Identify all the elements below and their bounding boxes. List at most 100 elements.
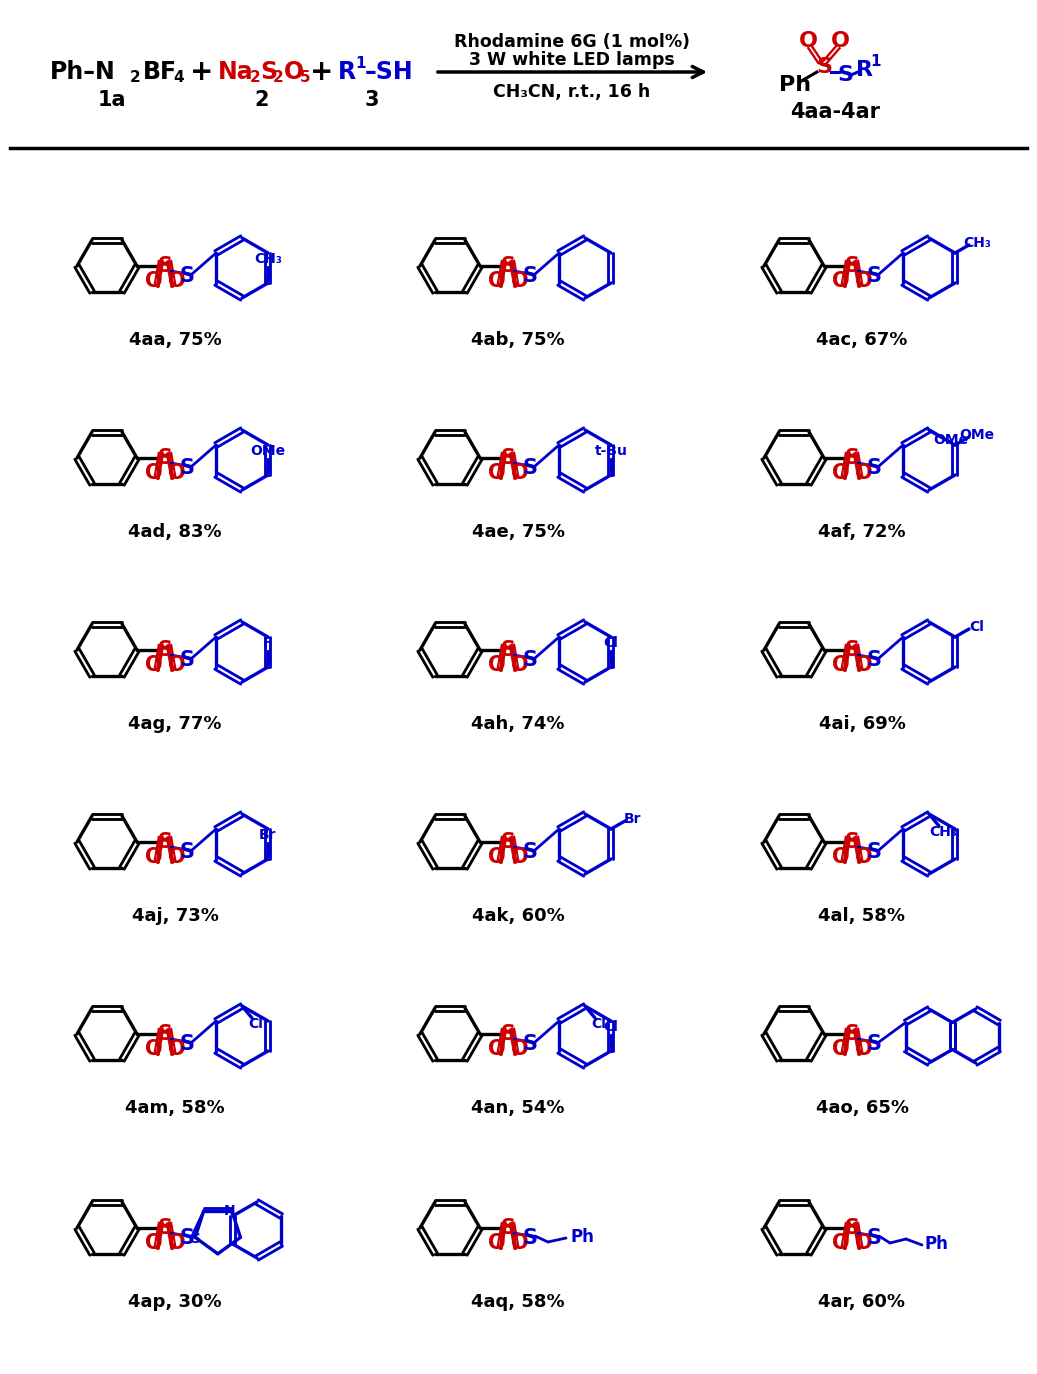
Text: S: S: [844, 640, 860, 660]
Text: S: S: [844, 256, 860, 276]
Text: 4aa-4ar: 4aa-4ar: [790, 102, 880, 122]
Text: S: S: [523, 842, 537, 861]
Text: S: S: [179, 267, 195, 286]
Text: OMe: OMe: [933, 433, 969, 447]
Text: S: S: [867, 1035, 881, 1054]
Text: O: O: [145, 272, 163, 291]
Text: Ph: Ph: [779, 76, 811, 95]
Text: 3 W white LED lamps: 3 W white LED lamps: [469, 51, 675, 69]
Text: CH₃: CH₃: [929, 824, 957, 840]
Text: Cl: Cl: [249, 1017, 263, 1030]
Text: CH₃: CH₃: [963, 236, 991, 250]
Text: Rhodamine 6G (1 mol%): Rhodamine 6G (1 mol%): [454, 33, 690, 51]
Text: S: S: [179, 458, 195, 478]
Text: 1a: 1a: [97, 91, 127, 110]
Text: Cl: Cl: [604, 1020, 618, 1035]
Text: 4ag, 77%: 4ag, 77%: [129, 714, 222, 732]
Text: O: O: [168, 1234, 186, 1253]
Text: O: O: [145, 463, 163, 484]
Text: Br: Br: [259, 829, 277, 842]
Text: S: S: [501, 1217, 515, 1238]
Text: O: O: [854, 272, 872, 291]
Text: 4ac, 67%: 4ac, 67%: [816, 331, 907, 349]
Text: S: S: [158, 1024, 172, 1044]
Text: S: S: [867, 267, 881, 286]
Text: Cl: Cl: [591, 1017, 607, 1030]
Text: 2: 2: [130, 70, 141, 85]
Text: O: O: [510, 1039, 528, 1059]
Text: O: O: [832, 848, 849, 867]
Text: 4ap, 30%: 4ap, 30%: [129, 1293, 222, 1311]
Text: 4af, 72%: 4af, 72%: [818, 523, 905, 541]
Text: O: O: [487, 1039, 505, 1059]
Text: S: S: [844, 448, 860, 469]
Text: +: +: [310, 58, 334, 87]
Text: S: S: [867, 1228, 881, 1248]
Text: S: S: [179, 1228, 195, 1248]
Text: S: S: [158, 640, 172, 660]
Text: O: O: [168, 1039, 186, 1059]
Text: 4ak, 60%: 4ak, 60%: [472, 907, 564, 925]
Text: Ph–N: Ph–N: [50, 60, 116, 84]
Text: S: S: [260, 60, 277, 84]
Text: O: O: [832, 463, 849, 484]
Text: O: O: [168, 848, 186, 867]
Text: S: S: [179, 650, 195, 671]
Text: 2: 2: [250, 70, 260, 85]
Text: S: S: [523, 267, 537, 286]
Text: 4al, 58%: 4al, 58%: [818, 907, 905, 925]
Text: O: O: [487, 1234, 505, 1253]
Text: S: S: [158, 448, 172, 469]
Text: O: O: [854, 1234, 872, 1253]
Text: 4ar, 60%: 4ar, 60%: [818, 1293, 905, 1311]
Text: O: O: [168, 463, 186, 484]
Text: S: S: [501, 833, 515, 852]
Text: BF: BF: [143, 60, 177, 84]
Text: t-Bu: t-Bu: [594, 444, 627, 458]
Text: S: S: [501, 1024, 515, 1044]
Text: F: F: [263, 636, 273, 650]
Text: O: O: [832, 272, 849, 291]
Text: 4aj, 73%: 4aj, 73%: [132, 907, 219, 925]
Text: 4ah, 74%: 4ah, 74%: [471, 714, 565, 732]
Text: O: O: [854, 655, 872, 676]
Text: 4ae, 75%: 4ae, 75%: [472, 523, 564, 541]
Text: –SH: –SH: [365, 60, 414, 84]
Text: O: O: [145, 1234, 163, 1253]
Text: OMe: OMe: [250, 444, 285, 458]
Text: R: R: [338, 60, 356, 84]
Text: O: O: [854, 463, 872, 484]
Text: 4ab, 75%: 4ab, 75%: [471, 331, 565, 349]
Text: O: O: [832, 1234, 849, 1253]
Text: 1: 1: [871, 55, 881, 70]
Text: 5: 5: [300, 70, 311, 85]
Text: S: S: [816, 56, 832, 77]
Text: S: S: [158, 1217, 172, 1238]
Text: 1: 1: [355, 56, 365, 71]
Text: 4ao, 65%: 4ao, 65%: [815, 1099, 908, 1117]
Text: S: S: [158, 256, 172, 276]
Text: Ph: Ph: [924, 1235, 948, 1253]
Text: O: O: [145, 848, 163, 867]
Text: S: S: [523, 1035, 537, 1054]
Text: S: S: [179, 842, 195, 861]
Text: 3: 3: [365, 91, 380, 110]
Text: O: O: [487, 655, 505, 676]
Text: O: O: [854, 1039, 872, 1059]
Text: S: S: [523, 650, 537, 671]
Text: CH₃: CH₃: [254, 251, 282, 267]
Text: S: S: [867, 842, 881, 861]
Text: O: O: [487, 272, 505, 291]
Text: Cl: Cl: [604, 636, 618, 650]
Text: S: S: [837, 65, 853, 85]
Text: +: +: [191, 58, 214, 87]
Text: S: S: [158, 833, 172, 852]
Text: Ph: Ph: [570, 1228, 594, 1246]
Text: OMe: OMe: [959, 427, 994, 442]
Text: S: S: [523, 458, 537, 478]
Text: 2: 2: [273, 70, 284, 85]
Text: 4: 4: [173, 70, 184, 85]
Text: O: O: [510, 1234, 528, 1253]
Text: O: O: [798, 32, 817, 51]
Text: Br: Br: [624, 812, 642, 826]
